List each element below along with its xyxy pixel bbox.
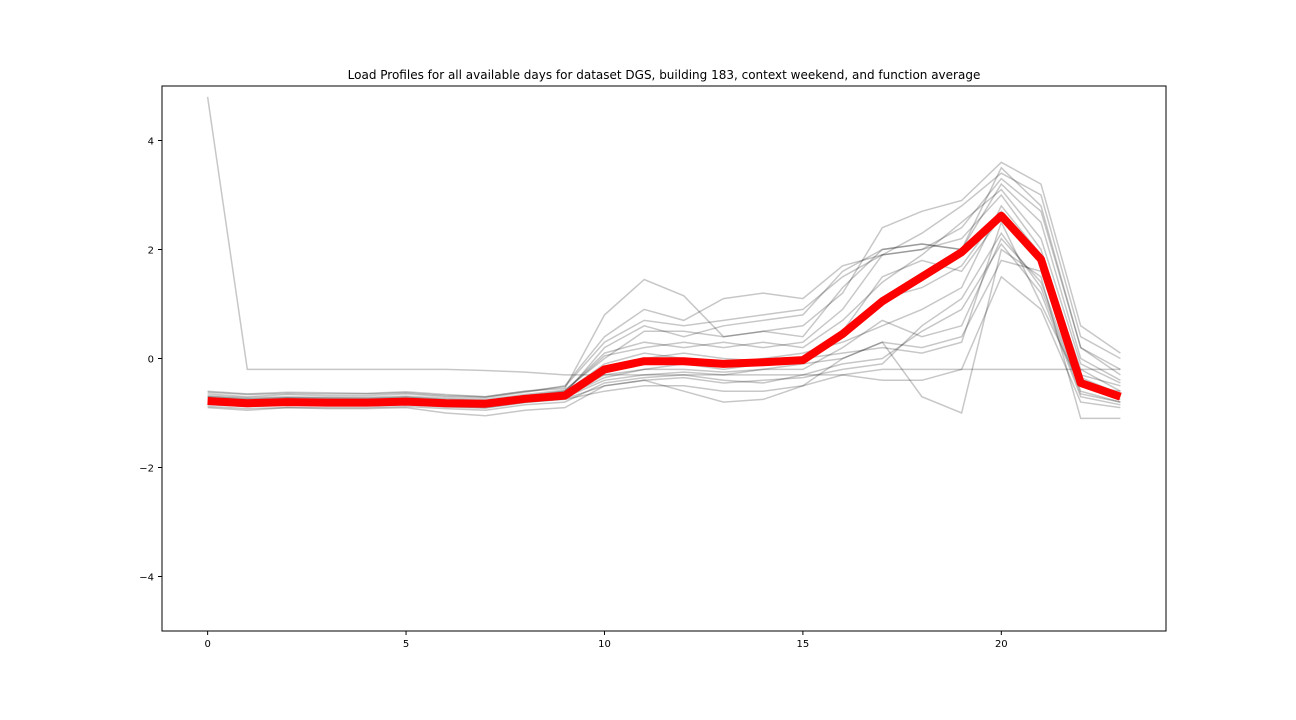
profile-line-13 (207, 177, 1121, 398)
average-line-group (207, 211, 1122, 408)
x-tick-label: 10 (598, 639, 611, 650)
y-tick-label: −2 (139, 464, 154, 475)
y-tick-label: 0 (148, 355, 154, 366)
y-axis-ticks: −4 −2 0 2 4 (139, 137, 162, 584)
x-tick-label: 15 (797, 639, 810, 650)
average-line (207, 211, 1122, 408)
profile-line-0 (206, 96, 1121, 376)
x-axis-ticks: 0 5 10 15 20 (204, 631, 1008, 650)
y-tick-label: 4 (148, 137, 154, 148)
profile-line-7 (207, 172, 1121, 399)
y-tick-label: −4 (139, 573, 154, 584)
profile-line-1 (207, 161, 1121, 398)
profile-line-2 (207, 248, 1121, 420)
profile-line-10 (207, 182, 1121, 401)
x-tick-label: 0 (204, 639, 210, 650)
x-tick-label: 5 (403, 639, 409, 650)
chart-title: Load Profiles for all available days for… (348, 68, 981, 82)
profile-line-15 (207, 188, 1121, 402)
y-tick-label: 2 (148, 246, 154, 257)
x-tick-label: 20 (995, 639, 1008, 650)
profile-line-11 (207, 242, 1121, 412)
